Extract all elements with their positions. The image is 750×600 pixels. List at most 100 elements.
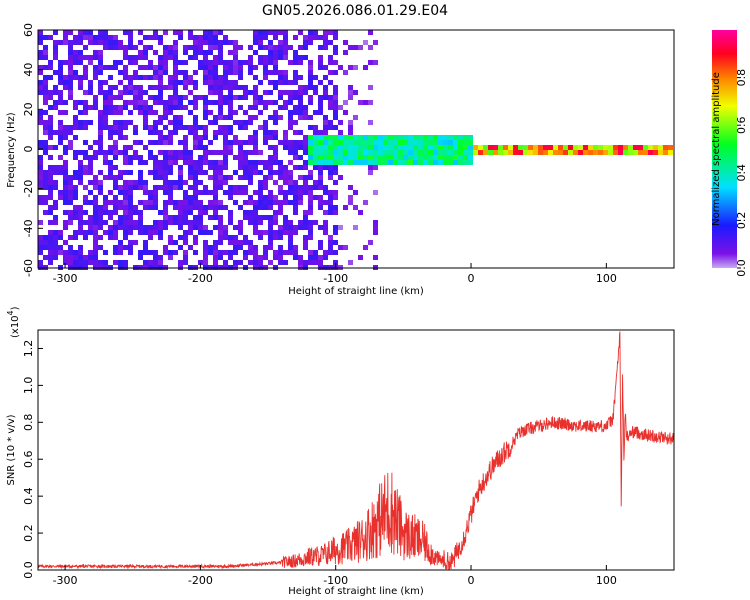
spectrogram-cell [213,170,218,175]
spectrogram-cell [108,95,113,100]
spectrogram-cell [143,125,148,130]
spectrogram-cell [283,145,288,150]
spectrogram-cell [163,105,168,110]
spectrogram-cell [98,205,103,210]
spectrogram-cell [293,105,298,110]
spectrogram-cell [68,90,73,95]
spectrogram-cell [78,100,83,105]
spectrogram-cell [168,100,173,105]
spectrogram-cell [148,105,153,110]
spectrogram-cell [208,50,213,55]
spectrogram-cell [303,115,308,120]
spectrogram-cell [383,155,388,160]
spectrogram-cell [223,230,228,235]
spectrogram-cell [343,140,348,145]
spectrogram-cell [228,130,233,135]
spectrogram-cell [103,220,108,225]
spectrogram-cell [268,50,273,55]
spectrogram-cell [418,155,423,160]
spectrogram-cell [393,155,398,160]
spectrogram-cell [128,30,133,35]
spectrogram-cell [493,145,498,150]
spectrogram-cell [243,95,248,100]
spectrogram-cell [98,50,103,55]
spectrogram-cell [148,150,153,155]
spectrogram-cell [288,125,293,130]
spectrogram-cell [193,45,198,50]
spectrogram-cell [238,45,243,50]
spectrogram-cell [78,250,83,255]
spectrogram-cell [248,250,253,255]
spectrogram-cell [93,260,98,265]
spectrogram-cell [58,245,63,250]
spectrogram-cell [298,165,303,170]
spectrogram-cell [323,255,328,260]
spectrogram-cell [233,55,238,60]
spectrogram-cell [103,175,108,180]
spectrogram-cell [223,175,228,180]
spectrogram-cell [138,255,143,260]
spectrogram-cell [193,105,198,110]
spectrogram-cell [663,150,668,155]
spectrogram-cell [163,170,168,175]
spectrogram-cell [218,90,223,95]
spectrogram-cell [358,145,363,150]
spectrogram-cell [258,95,263,100]
spectrogram-cell [333,85,338,90]
spectrogram-cell [203,100,208,105]
spectrogram-cell [108,175,113,180]
spectrogram-cell [123,225,128,230]
spectrogram-cell [343,205,348,210]
spectrogram-cell [58,140,63,145]
spectrogram-cell [93,195,98,200]
spectrogram-cell [393,135,398,140]
spectrogram-cell [98,130,103,135]
spectrogram-cell [43,240,48,245]
spectrogram-cell [148,230,153,235]
spectrogram-cell [273,200,278,205]
spectrogram-cell [183,235,188,240]
spectrogram-cell [203,110,208,115]
spectrogram-cell [328,55,333,60]
spectrogram-cell [128,225,133,230]
spectrogram-cell [173,40,178,45]
spectrogram-cell [238,190,243,195]
spectrogram-cell [268,215,273,220]
spectrogram-cell [148,170,153,175]
spectrogram-cell [318,110,323,115]
spectrogram-cell [58,75,63,80]
spectrogram-cell [283,250,288,255]
spectrogram-cell [323,35,328,40]
spectrogram-cell [258,100,263,105]
spectrogram-cell [203,130,208,135]
spectrogram-cell [303,190,308,195]
spectrogram-cell [248,240,253,245]
spectrogram-cell [398,155,403,160]
spectrogram-cell [138,140,143,145]
spectrogram-cell [88,255,93,260]
spectrogram-cell [203,150,208,155]
spectrogram-cell [258,30,263,35]
spectrogram-cell [213,240,218,245]
spectrogram-cell [63,145,68,150]
spectrogram-cell [368,150,373,155]
spectrogram-cell [358,100,363,105]
spectrogram-cell [303,175,308,180]
spectrogram-cell [618,150,623,155]
spectrogram-cell [163,175,168,180]
spectrogram-cell [198,50,203,55]
spectrogram-cell [193,100,198,105]
spectrogram-cell [278,210,283,215]
colorbar-tick-label: 0.2 [735,212,748,230]
spectrogram-cell [168,160,173,165]
snr-x-label: Height of straight line (km) [288,586,424,597]
spectrogram-cell [98,35,103,40]
spectrogram-cell [108,165,113,170]
spectrogram-cell [78,80,83,85]
spectrogram-cell [163,180,168,185]
spectrogram-cell [273,70,278,75]
spectrogram-cell [288,145,293,150]
spectrogram-cell [73,215,78,220]
spectrogram-cell [158,80,163,85]
spectrogram-cell [218,95,223,100]
